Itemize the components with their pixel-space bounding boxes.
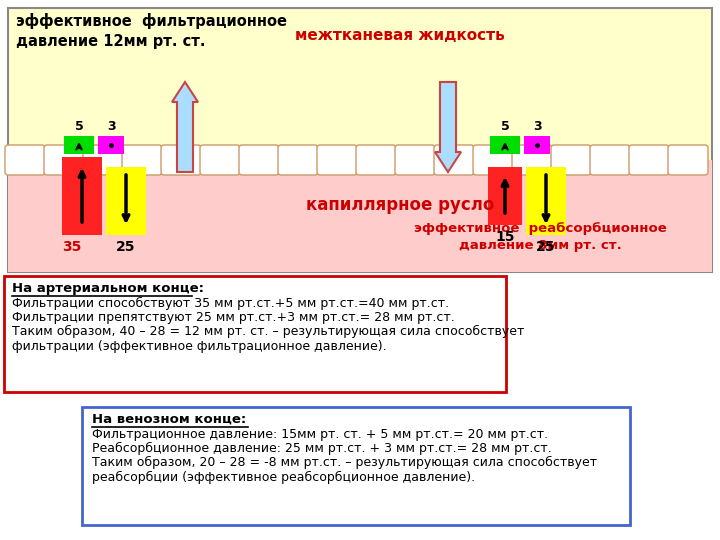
FancyBboxPatch shape xyxy=(4,276,506,392)
Text: 25: 25 xyxy=(116,240,136,254)
FancyBboxPatch shape xyxy=(8,8,712,272)
FancyArrow shape xyxy=(172,82,198,172)
Text: эффективное  реабсорбционное
давление 8мм рт. ст.: эффективное реабсорбционное давление 8мм… xyxy=(413,222,667,252)
Text: 5: 5 xyxy=(75,120,84,133)
Bar xyxy=(106,167,146,235)
FancyBboxPatch shape xyxy=(395,145,435,175)
FancyBboxPatch shape xyxy=(5,145,45,175)
FancyBboxPatch shape xyxy=(278,145,318,175)
FancyBboxPatch shape xyxy=(83,145,123,175)
Text: Реабсорбционное давление: 25 мм рт.ст. + 3 мм рт.ст.= 28 мм рт.ст.: Реабсорбционное давление: 25 мм рт.ст. +… xyxy=(92,442,552,455)
Text: Таким образом, 40 – 28 = 12 мм рт. ст. – результирующая сила способствует: Таким образом, 40 – 28 = 12 мм рт. ст. –… xyxy=(12,325,524,338)
Text: Фильтрации способствуют 35 мм рт.ст.+5 мм рт.ст.=40 мм рт.ст.: Фильтрации способствуют 35 мм рт.ст.+5 м… xyxy=(12,297,449,310)
Text: межтканевая жидкость: межтканевая жидкость xyxy=(295,28,505,43)
Bar xyxy=(8,160,712,272)
Text: эффективное  фильтрационное
давление 12мм рт. ст.: эффективное фильтрационное давление 12мм… xyxy=(16,13,287,49)
Text: 35: 35 xyxy=(63,240,81,254)
Bar xyxy=(62,157,102,235)
FancyBboxPatch shape xyxy=(356,145,396,175)
FancyArrow shape xyxy=(435,82,461,172)
FancyBboxPatch shape xyxy=(551,145,591,175)
Bar xyxy=(98,136,124,154)
Text: 3: 3 xyxy=(107,120,115,133)
Text: На венозном конце:: На венозном конце: xyxy=(92,413,246,426)
Bar xyxy=(526,167,566,235)
FancyBboxPatch shape xyxy=(668,145,708,175)
Text: 3: 3 xyxy=(533,120,541,133)
Text: 25: 25 xyxy=(536,240,556,254)
Text: 5: 5 xyxy=(500,120,509,133)
Bar xyxy=(64,136,94,154)
FancyBboxPatch shape xyxy=(434,145,474,175)
Text: 15: 15 xyxy=(495,230,515,244)
Bar xyxy=(490,136,520,154)
FancyBboxPatch shape xyxy=(629,145,669,175)
FancyBboxPatch shape xyxy=(317,145,357,175)
Text: фильтрации (эффективное фильтрационное давление).: фильтрации (эффективное фильтрационное д… xyxy=(12,340,387,353)
FancyBboxPatch shape xyxy=(512,145,552,175)
FancyBboxPatch shape xyxy=(82,407,630,525)
FancyBboxPatch shape xyxy=(473,145,513,175)
FancyBboxPatch shape xyxy=(239,145,279,175)
Text: Фильтрации препятствуют 25 мм рт.ст.+3 мм рт.ст.= 28 мм рт.ст.: Фильтрации препятствуют 25 мм рт.ст.+3 м… xyxy=(12,311,455,324)
Text: капиллярное русло: капиллярное русло xyxy=(306,196,494,214)
FancyBboxPatch shape xyxy=(590,145,630,175)
Bar xyxy=(524,136,550,154)
Text: Таким образом, 20 – 28 = -8 мм рт.ст. – результирующая сила способствует: Таким образом, 20 – 28 = -8 мм рт.ст. – … xyxy=(92,456,597,469)
FancyBboxPatch shape xyxy=(161,145,201,175)
Text: Фильтрационное давление: 15мм рт. ст. + 5 мм рт.ст.= 20 мм рт.ст.: Фильтрационное давление: 15мм рт. ст. + … xyxy=(92,428,548,441)
Text: На артериальном конце:: На артериальном конце: xyxy=(12,282,204,295)
Text: реабсорбции (эффективное реабсорбционное давление).: реабсорбции (эффективное реабсорбционное… xyxy=(92,471,475,484)
FancyBboxPatch shape xyxy=(44,145,84,175)
Bar xyxy=(488,167,522,225)
FancyBboxPatch shape xyxy=(200,145,240,175)
FancyBboxPatch shape xyxy=(122,145,162,175)
